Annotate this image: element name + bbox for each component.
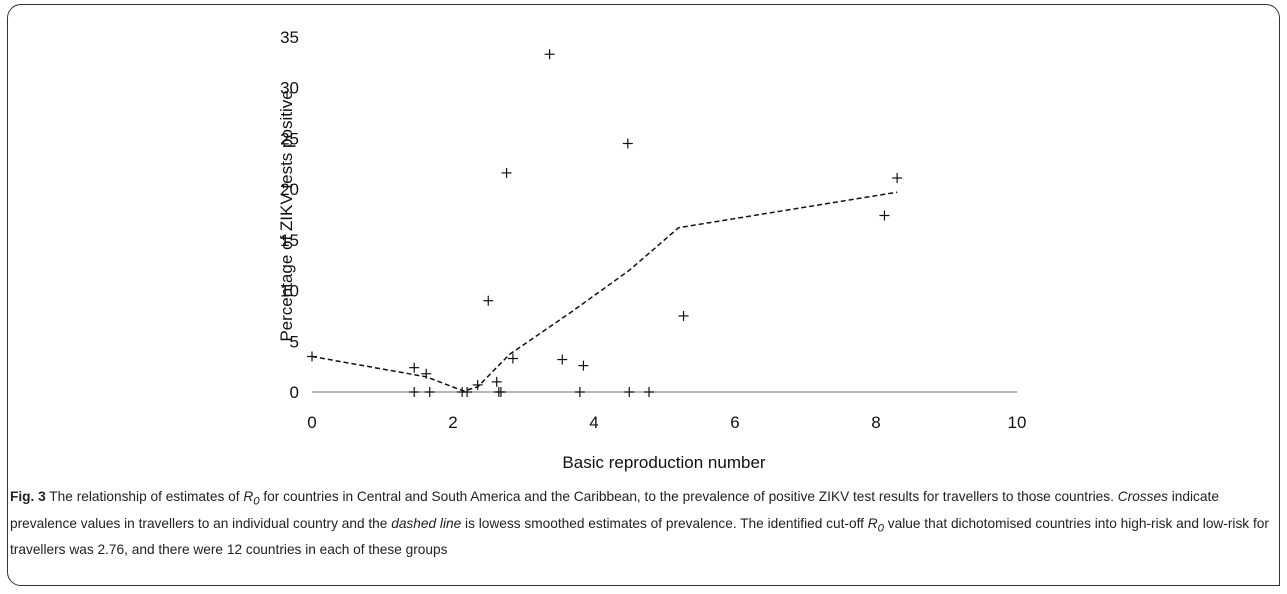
y-tick-label: 10 — [280, 282, 299, 301]
lowess-line — [311, 191, 898, 392]
caption-text-4: is lowess smoothed estimates of prevalen… — [461, 515, 868, 531]
y-tick-label: 30 — [280, 79, 299, 98]
data-point — [307, 351, 317, 362]
data-point — [472, 379, 483, 390]
data-point — [462, 387, 473, 397]
x-axis-label: Basic reproduction number — [562, 453, 766, 472]
y-tick-label: 25 — [280, 129, 299, 148]
figure-frame — [7, 4, 1280, 586]
data-point — [483, 295, 494, 306]
x-tick-label: 8 — [871, 413, 880, 432]
caption-r0-subscript: 0 — [253, 495, 260, 508]
y-tick-label: 15 — [280, 231, 299, 250]
data-point — [544, 49, 555, 60]
x-tick-label: 0 — [307, 413, 316, 432]
data-point — [491, 376, 502, 387]
caption-dashed-word: dashed line — [391, 515, 462, 531]
data-point — [643, 387, 654, 397]
lowess-line-group — [311, 191, 898, 392]
x-tick-label: 4 — [589, 413, 598, 432]
y-tick-label: 5 — [290, 332, 299, 351]
caption-text-5: value that dichotomised countries into h… — [10, 515, 1269, 558]
caption-r0-symbol-2: R — [867, 515, 878, 531]
data-point — [622, 138, 633, 149]
data-point — [574, 387, 585, 397]
data-point — [678, 310, 689, 321]
caption-text-3: indicate prevalence values in travellers… — [10, 489, 1219, 531]
data-points — [307, 49, 903, 397]
data-point — [892, 172, 903, 183]
caption-r0-subscript-2: 0 — [877, 522, 884, 535]
data-point — [624, 387, 635, 397]
data-point — [507, 353, 518, 364]
caption-text-1: The relationship of estimates of — [45, 489, 244, 504]
data-point — [409, 387, 420, 397]
y-tick-label: 35 — [280, 28, 299, 47]
x-tick-label: 10 — [1008, 413, 1027, 432]
caption-fig-label: Fig. 3 — [10, 489, 46, 504]
x-tick-labels: 0 2 4 6 8 10 — [307, 413, 1026, 432]
y-tick-labels: 0 5 10 15 20 25 30 35 — [280, 28, 299, 402]
x-tick-label: 2 — [448, 413, 457, 432]
y-tick-label: 20 — [280, 180, 299, 199]
data-point — [501, 167, 512, 178]
caption-text-2: for countries in Central and South Ameri… — [259, 489, 1118, 504]
y-axis-label: Percentage of ZIKV tests positive — [277, 90, 296, 341]
caption-r0-symbol: R — [243, 489, 254, 504]
scatter-chart: 0 5 10 15 20 25 30 35 0 2 4 6 8 10 Basic reproductio… — [277, 28, 1026, 472]
caption-crosses-word: Crosses — [1117, 489, 1168, 504]
data-point — [424, 387, 435, 397]
x-tick-label: 6 — [730, 413, 739, 432]
data-point — [409, 362, 420, 373]
data-point — [578, 360, 589, 371]
data-point — [879, 210, 890, 221]
figure-caption: Fig. 3 The relationship of estimates of … — [10, 486, 1272, 560]
data-point — [495, 387, 506, 397]
y-tick-label: 0 — [290, 383, 299, 402]
data-point — [421, 368, 432, 379]
data-point — [557, 354, 568, 365]
